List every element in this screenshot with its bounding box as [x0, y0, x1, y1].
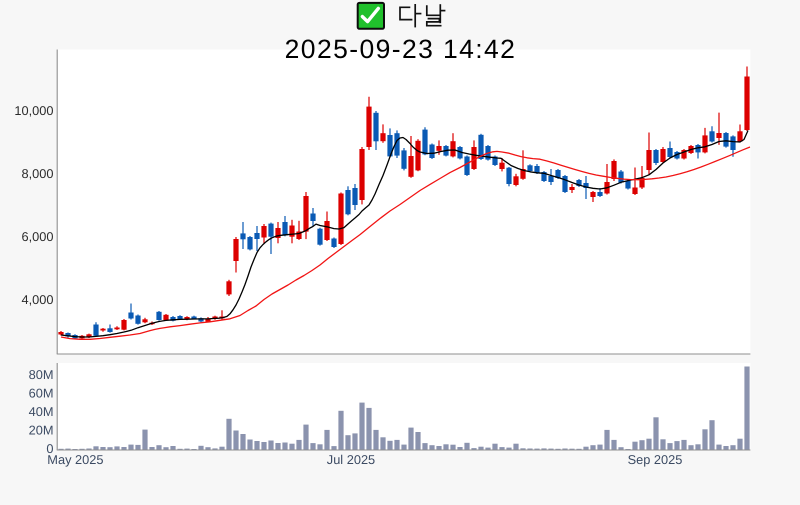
svg-text:2025-09-23 14:42: 2025-09-23 14:42	[285, 34, 517, 64]
svg-text:0: 0	[46, 441, 53, 456]
svg-text:20M: 20M	[29, 423, 54, 438]
svg-text:10,000: 10,000	[14, 103, 53, 118]
svg-text:4,000: 4,000	[21, 292, 53, 307]
svg-text:Sep 2025: Sep 2025	[628, 452, 683, 467]
svg-text:80M: 80M	[29, 367, 54, 382]
svg-text:Jul 2025: Jul 2025	[327, 452, 375, 467]
svg-text:40M: 40M	[29, 404, 54, 419]
svg-text:60M: 60M	[29, 386, 54, 401]
svg-text:8,000: 8,000	[21, 166, 53, 181]
svg-text:May 2025: May 2025	[47, 452, 103, 467]
svg-text:6,000: 6,000	[21, 229, 53, 244]
